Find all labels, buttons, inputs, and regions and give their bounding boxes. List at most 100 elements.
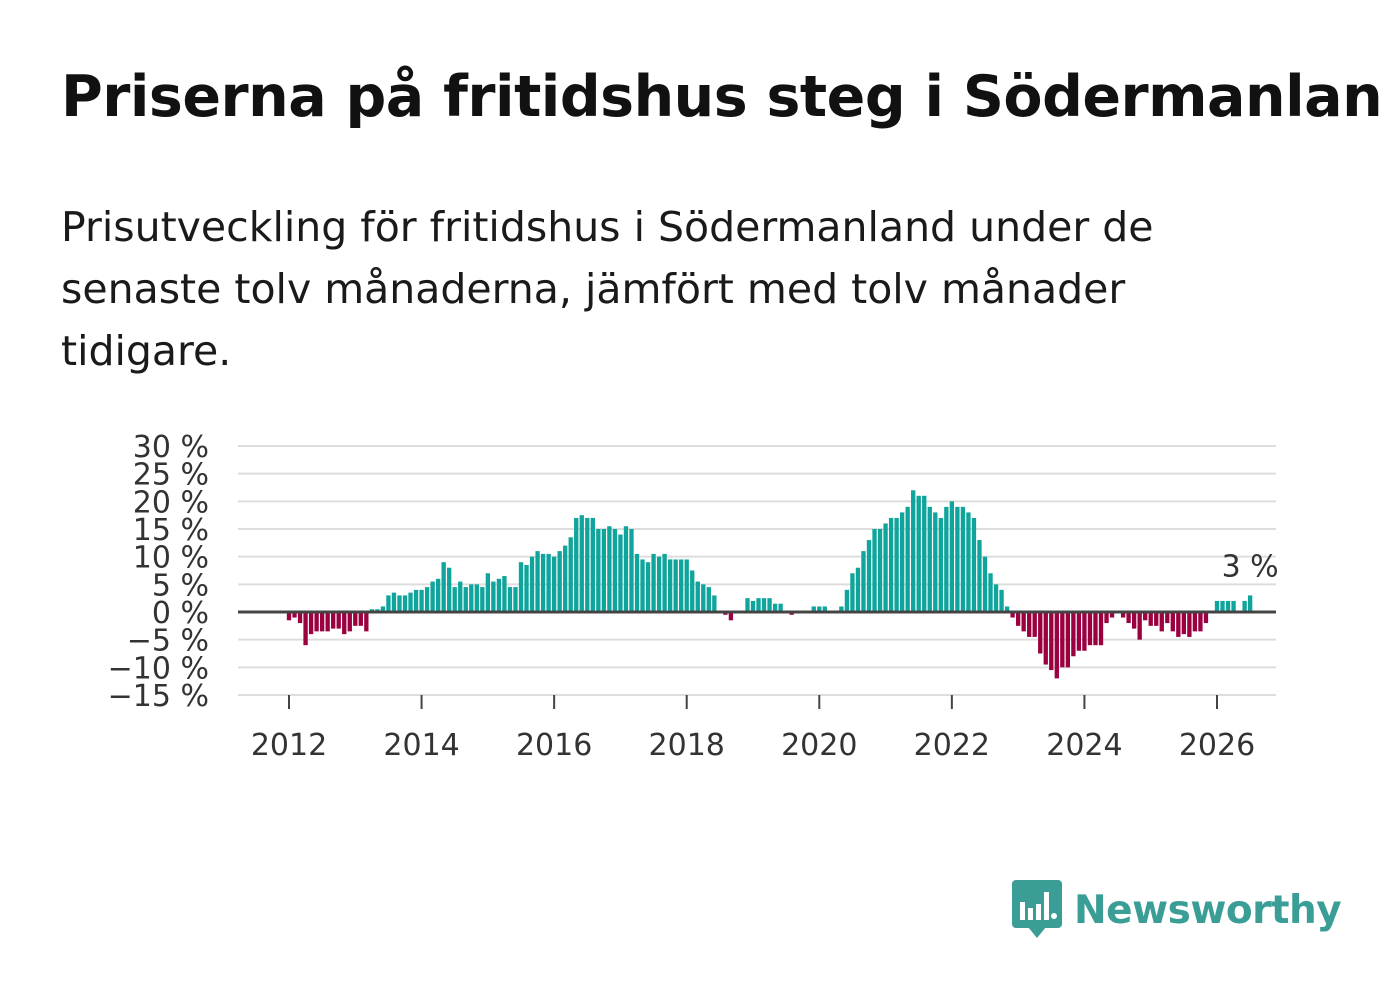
bar [861,551,866,612]
y-tick-label: 25 % [133,458,209,493]
bar [408,592,413,612]
bar [1231,600,1236,612]
bar [402,595,408,612]
bar [695,581,700,612]
bar [1082,612,1087,651]
bar [441,562,446,612]
bar [568,537,573,612]
bar [607,526,612,612]
bar [1087,612,1093,646]
bar [817,606,822,612]
bar [993,584,999,612]
bar [618,534,623,612]
bar [314,612,319,632]
bar [347,612,352,632]
x-tick-label: 2020 [781,728,857,763]
bar [877,529,883,612]
bar [894,517,899,612]
newsworthy-logo: Newsworthy [1012,880,1342,940]
bar [358,612,363,626]
bar [911,490,916,612]
bar [662,553,667,612]
bar [458,581,463,612]
bar [424,587,430,612]
bar [551,556,557,612]
bar [563,545,568,612]
bar [325,612,330,632]
bar [899,512,905,612]
y-tick-label: 15 % [133,513,209,548]
y-tick-label: 10 % [133,541,209,576]
x-tick-label: 2016 [516,728,592,763]
bar [1015,612,1021,626]
bar [1203,612,1209,624]
bar [839,606,844,612]
bar [435,578,441,612]
bar [645,562,651,612]
y-tick-label: 30 % [133,430,209,465]
x-tick-label: 2018 [649,728,725,763]
bar [684,559,689,612]
bar [883,523,888,612]
bar [535,551,540,612]
bar [1154,612,1159,626]
newsworthy-logo-icon [1012,880,1062,938]
bar [364,612,369,632]
bar [1242,600,1247,612]
bar [728,612,734,621]
bar [679,559,684,612]
bar [380,606,386,612]
bar [485,573,491,612]
bar [1176,612,1181,637]
bar [419,589,424,612]
bar [778,603,783,612]
bar [855,567,861,612]
bar [1021,612,1026,632]
x-tick-label: 2014 [383,728,459,763]
bar [1060,612,1065,668]
bar [480,587,485,612]
bar [944,506,949,612]
bar [999,589,1004,612]
bar [502,576,507,612]
bar [1093,612,1098,646]
bar [596,529,601,612]
bar [590,517,595,612]
bar [1247,595,1253,612]
bar [822,606,827,612]
bar [1076,612,1082,651]
bar [811,606,816,612]
bar [982,556,988,612]
bar [447,567,452,612]
bar [579,515,584,612]
bar [1120,612,1126,618]
bar [331,612,336,629]
bar [1137,612,1142,640]
bar [872,529,877,612]
bar [601,529,607,612]
bar [761,598,767,612]
bar [949,501,955,612]
bar [933,512,938,612]
bar [574,517,579,612]
bar [988,573,993,612]
bar [297,612,303,624]
bar [1131,612,1137,629]
bar [474,584,479,612]
bar [656,556,662,612]
bar [844,589,850,612]
bar [772,603,778,612]
bar [1032,612,1037,637]
bar [1049,612,1054,671]
bar [1214,600,1220,612]
bar [673,559,678,612]
x-tick-label: 2026 [1179,728,1255,763]
bar [1225,600,1231,612]
bar [612,529,618,612]
bar [529,556,535,612]
bar [1165,612,1170,624]
grid-lines [238,445,1276,696]
bar [1065,612,1071,668]
bar [888,517,894,612]
